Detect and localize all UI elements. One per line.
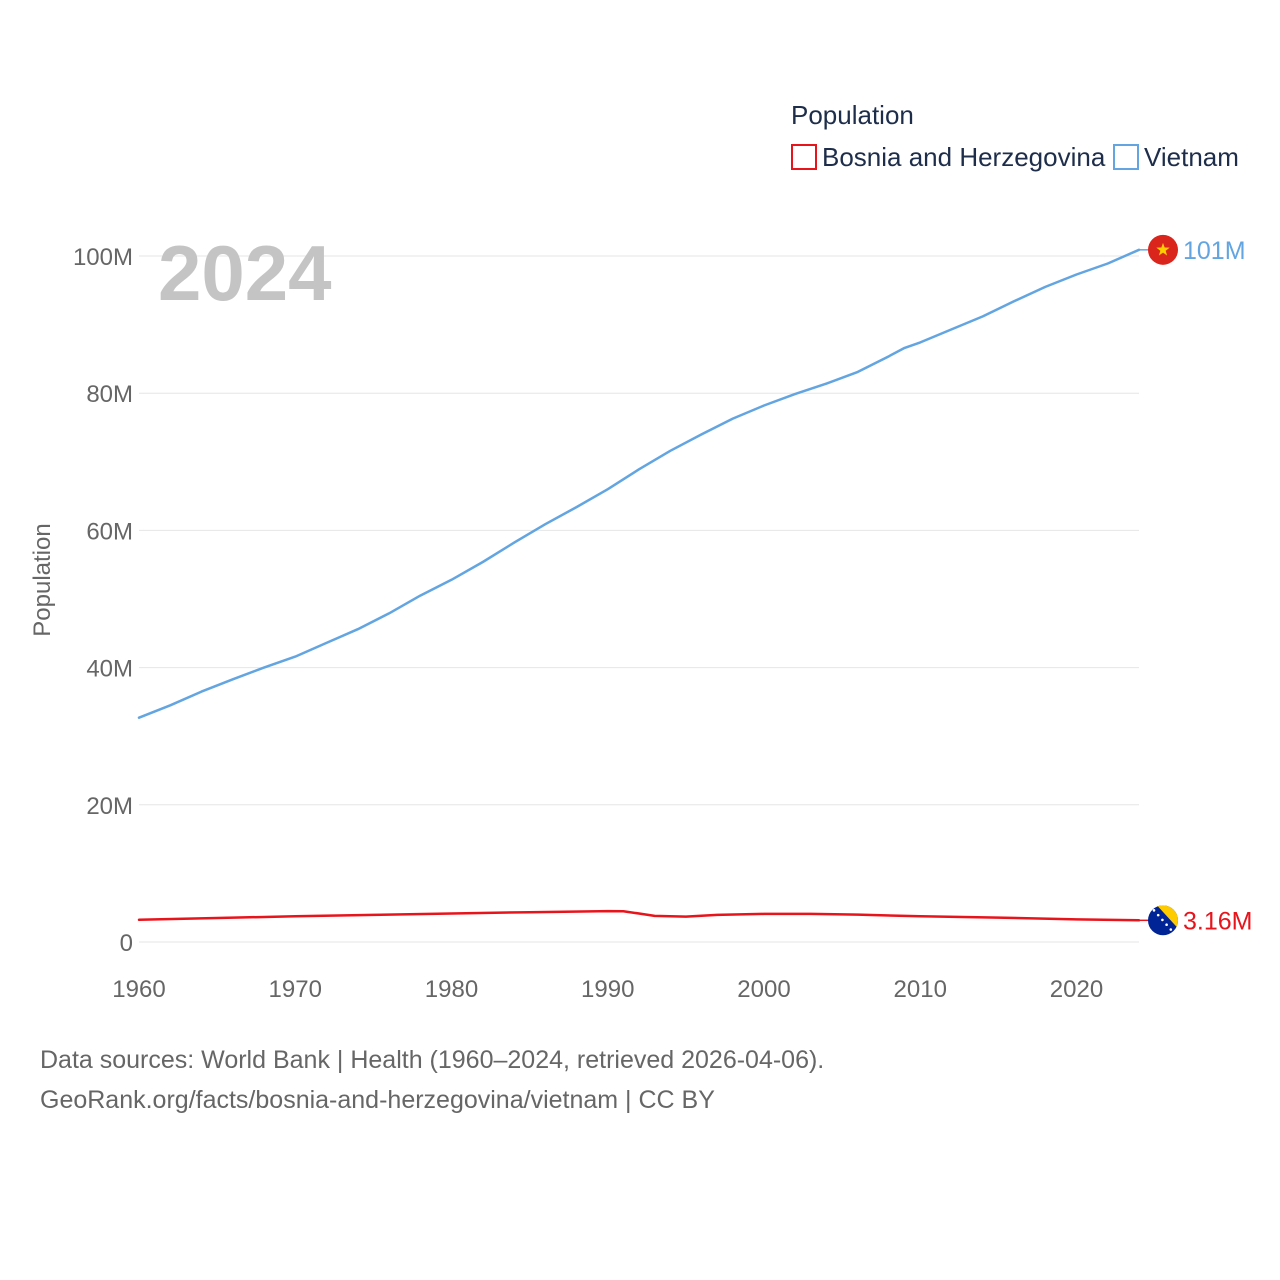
- legend-title: Population: [791, 100, 914, 130]
- legend-label-vietnam: Vietnam: [1144, 142, 1239, 172]
- y-tick-label: 40M: [86, 656, 133, 683]
- y-tick-label: 0: [120, 930, 133, 957]
- x-axis-ticks: 1960 1970 1980 1990 2000 2010 2020: [112, 976, 1103, 1003]
- legend-swatch-vietnam: [1113, 144, 1139, 170]
- end-value-label: 3.16M: [1183, 907, 1252, 935]
- series-line-vietnam: [137, 248, 1141, 719]
- x-tick-label: 2010: [894, 976, 947, 1003]
- y-axis-title: Population: [29, 523, 56, 636]
- x-tick-label: 2020: [1050, 976, 1103, 1003]
- end-markers: 3.16M 101M: [1139, 234, 1252, 936]
- grid-lines: [139, 255, 1139, 943]
- y-tick-label: 100M: [73, 244, 133, 271]
- y-axis-ticks: 0 20M 40M 60M 80M 100M: [73, 244, 133, 957]
- y-tick-label: 60M: [86, 518, 133, 545]
- series-line-bosnia: [137, 909, 1141, 922]
- source-url[interactable]: GeoRank.org/facts/bosnia-and-herzegovina…: [40, 1086, 715, 1114]
- series-lines: [137, 248, 1141, 922]
- x-tick-label: 1960: [112, 976, 165, 1003]
- legend-swatch-bosnia: [791, 144, 817, 170]
- x-tick-label: 1990: [581, 976, 634, 1003]
- y-tick-label: 20M: [86, 793, 133, 820]
- end-value-label: 101M: [1183, 237, 1246, 265]
- legend-label-bosnia: Bosnia and Herzegovina: [822, 142, 1106, 172]
- x-tick-label: 1970: [269, 976, 322, 1003]
- source-line: Data sources: World Bank | Health (1960–…: [40, 1046, 825, 1074]
- year-watermark: 2024: [158, 229, 332, 317]
- x-tick-label: 2000: [737, 976, 790, 1003]
- legend: Population Bosnia and Herzegovina Vietna…: [791, 100, 1239, 172]
- x-tick-label: 1980: [425, 976, 478, 1003]
- legend-item-bosnia[interactable]: Bosnia and Herzegovina: [791, 142, 1106, 172]
- bosnia-flag-icon: [1148, 905, 1178, 936]
- vietnam-flag-icon: [1148, 234, 1178, 265]
- y-tick-label: 80M: [86, 381, 133, 408]
- legend-item-vietnam[interactable]: Vietnam: [1113, 142, 1239, 172]
- source-footer: Data sources: World Bank | Health (1960–…: [40, 1040, 824, 1120]
